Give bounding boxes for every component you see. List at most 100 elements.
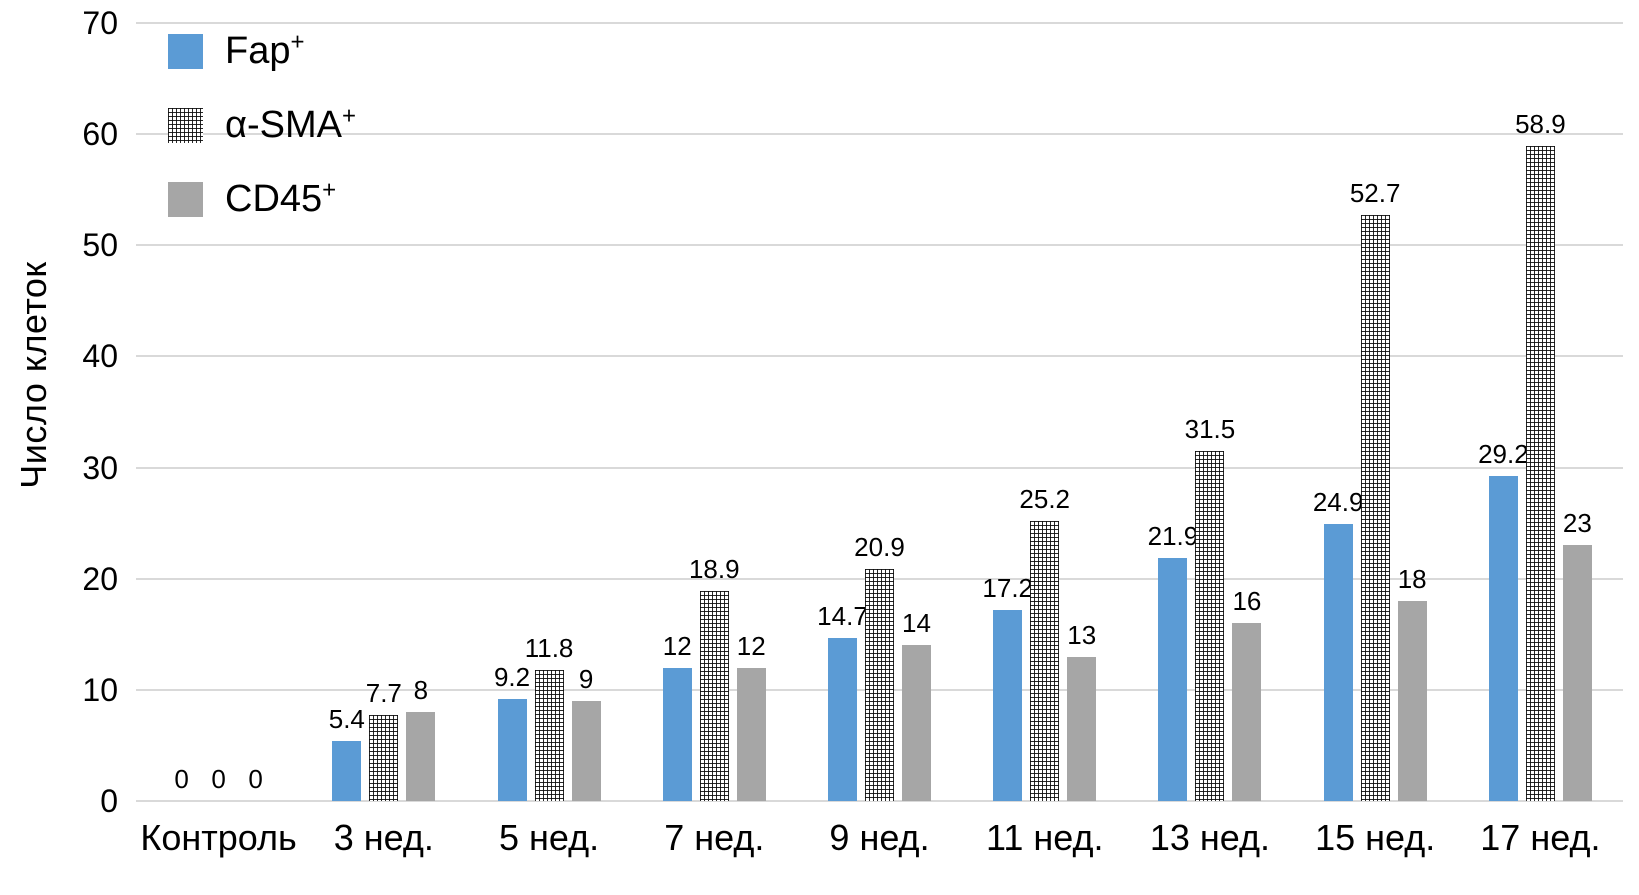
bar-cell: 31.5 xyxy=(1185,23,1235,801)
bar-value-label: 0 xyxy=(211,764,226,794)
bar-2 xyxy=(1360,215,1390,801)
bar-value-label: 13 xyxy=(1067,619,1097,650)
x-tick-label: Контроль xyxy=(140,817,297,858)
bar-3 xyxy=(1562,545,1592,801)
bar-1 xyxy=(1323,524,1353,801)
bar-3 xyxy=(736,667,766,801)
bar-cell: 12 xyxy=(736,23,766,801)
bar-cell: 18.9 xyxy=(689,23,740,801)
bar-cell: 12 xyxy=(662,23,692,801)
legend-label: Fap+ xyxy=(225,28,305,72)
x-tick-label: 13 нед. xyxy=(1149,817,1271,858)
gridline xyxy=(136,355,1623,358)
bar-value-label: 14.7 xyxy=(817,600,868,631)
bar-2 xyxy=(1030,520,1060,801)
gridline xyxy=(136,466,1623,469)
legend-swatch-3 xyxy=(168,181,203,217)
bar-cell: 23 xyxy=(1562,23,1592,801)
y-tick-label: 0 xyxy=(100,783,118,819)
bar-2 xyxy=(369,715,399,801)
bar-2 xyxy=(534,669,564,801)
bar-value-label: 20.9 xyxy=(854,531,905,562)
legend-item: α-SMA+ xyxy=(168,102,356,146)
bar-value-label: 11.8 xyxy=(524,632,574,663)
bar-cell: 8 xyxy=(406,23,436,801)
bar-cell: 0 xyxy=(167,23,196,801)
legend: Fap+ α-SMA+ CD45+ xyxy=(168,28,356,218)
bar-2 xyxy=(864,568,894,801)
bar-group: 12 18.9 12 xyxy=(632,23,797,801)
bar-3 xyxy=(1397,600,1427,801)
bar-value-label: 24.9 xyxy=(1312,487,1364,518)
gridline xyxy=(136,133,1623,136)
bar-value-label: 25.2 xyxy=(1019,483,1071,514)
bar-group: 24.9 52.7 18 xyxy=(1293,23,1458,801)
bar-value-label: 0 xyxy=(248,764,263,794)
bar-cell: 11.8 xyxy=(525,23,573,801)
bar-3 xyxy=(1232,623,1262,801)
bar-value-label: 12 xyxy=(736,630,766,661)
bar-group: 21.9 31.5 16 xyxy=(1127,23,1292,801)
x-tick-label: 7 нед. xyxy=(664,817,765,858)
bar-cell: 13 xyxy=(1067,23,1097,801)
bar-value-label: 58.9 xyxy=(1515,109,1566,140)
y-tick-label: 20 xyxy=(82,560,118,597)
bar-cell: 25.2 xyxy=(1019,23,1070,801)
bar-2 xyxy=(1525,146,1555,801)
bar-group: 9.2 11.8 9 xyxy=(466,23,631,801)
x-tick-label: 5 нед. xyxy=(498,817,600,858)
bar-2 xyxy=(699,590,729,801)
bar-cell: 21.9 xyxy=(1148,23,1198,801)
bar-value-label: 29.2 xyxy=(1478,439,1529,470)
bar-cell: 16 xyxy=(1232,23,1262,801)
bar-2 xyxy=(1195,450,1225,801)
bar-group: 14.7 20.9 14 xyxy=(797,23,962,801)
bar-value-label: 7.7 xyxy=(365,678,402,709)
gridline xyxy=(136,22,1623,24)
bar-group: 17.2 25.2 13 xyxy=(962,23,1127,801)
legend-swatch-2 xyxy=(168,107,203,143)
x-tick-label: 17 нед. xyxy=(1480,817,1601,858)
bar-value-label: 21.9 xyxy=(1147,520,1199,551)
bar-cell: 52.7 xyxy=(1350,23,1400,801)
bar-3 xyxy=(571,700,601,801)
bar-value-label: 9 xyxy=(578,663,594,694)
bar-cell: 58.9 xyxy=(1515,23,1566,801)
bar-1 xyxy=(497,698,527,801)
legend-item: CD45+ xyxy=(168,178,356,218)
legend-label: α-SMA+ xyxy=(225,102,356,146)
bar-cell: 14 xyxy=(901,23,931,801)
x-tick-label: 11 нед. xyxy=(985,817,1104,858)
gridline xyxy=(136,244,1623,247)
bar-cell: 24.9 xyxy=(1313,23,1363,801)
bar-value-label: 16 xyxy=(1232,586,1262,617)
x-tick-label: 9 нед. xyxy=(829,817,930,858)
bar-cell: 7.7 xyxy=(366,23,402,801)
legend-swatch-1 xyxy=(168,33,203,69)
bar-1 xyxy=(1488,476,1518,801)
bar-value-label: 0 xyxy=(174,764,189,794)
legend-item: Fap+ xyxy=(168,28,356,72)
bar-1 xyxy=(332,740,362,801)
bar-value-label: 8 xyxy=(413,675,429,706)
bar-value-label: 23 xyxy=(1562,508,1592,539)
bar-cell: 9.2 xyxy=(494,23,530,801)
bar-cell: 14.7 xyxy=(817,23,868,801)
y-tick-label: 40 xyxy=(82,338,118,375)
y-tick-label: 70 xyxy=(82,5,118,41)
bar-group: 29.2 58.9 23 xyxy=(1458,23,1623,801)
bar-value-label: 9.2 xyxy=(493,661,531,692)
y-tick-label: 10 xyxy=(82,671,118,708)
bar-value-label: 12 xyxy=(662,630,692,661)
bar-cell: 9 xyxy=(571,23,601,801)
bar-cell: 0 xyxy=(204,23,233,801)
bar-cell: 5.4 xyxy=(329,23,365,801)
bar-value-label: 18.9 xyxy=(688,553,740,584)
bar-value-label: 14 xyxy=(902,608,931,639)
x-tick-label: 15 нед. xyxy=(1315,817,1436,858)
bar-value-label: 5.4 xyxy=(328,703,365,734)
bar-3 xyxy=(406,712,436,801)
bar-1 xyxy=(827,637,857,801)
bar-cell: 17.2 xyxy=(982,23,1033,801)
